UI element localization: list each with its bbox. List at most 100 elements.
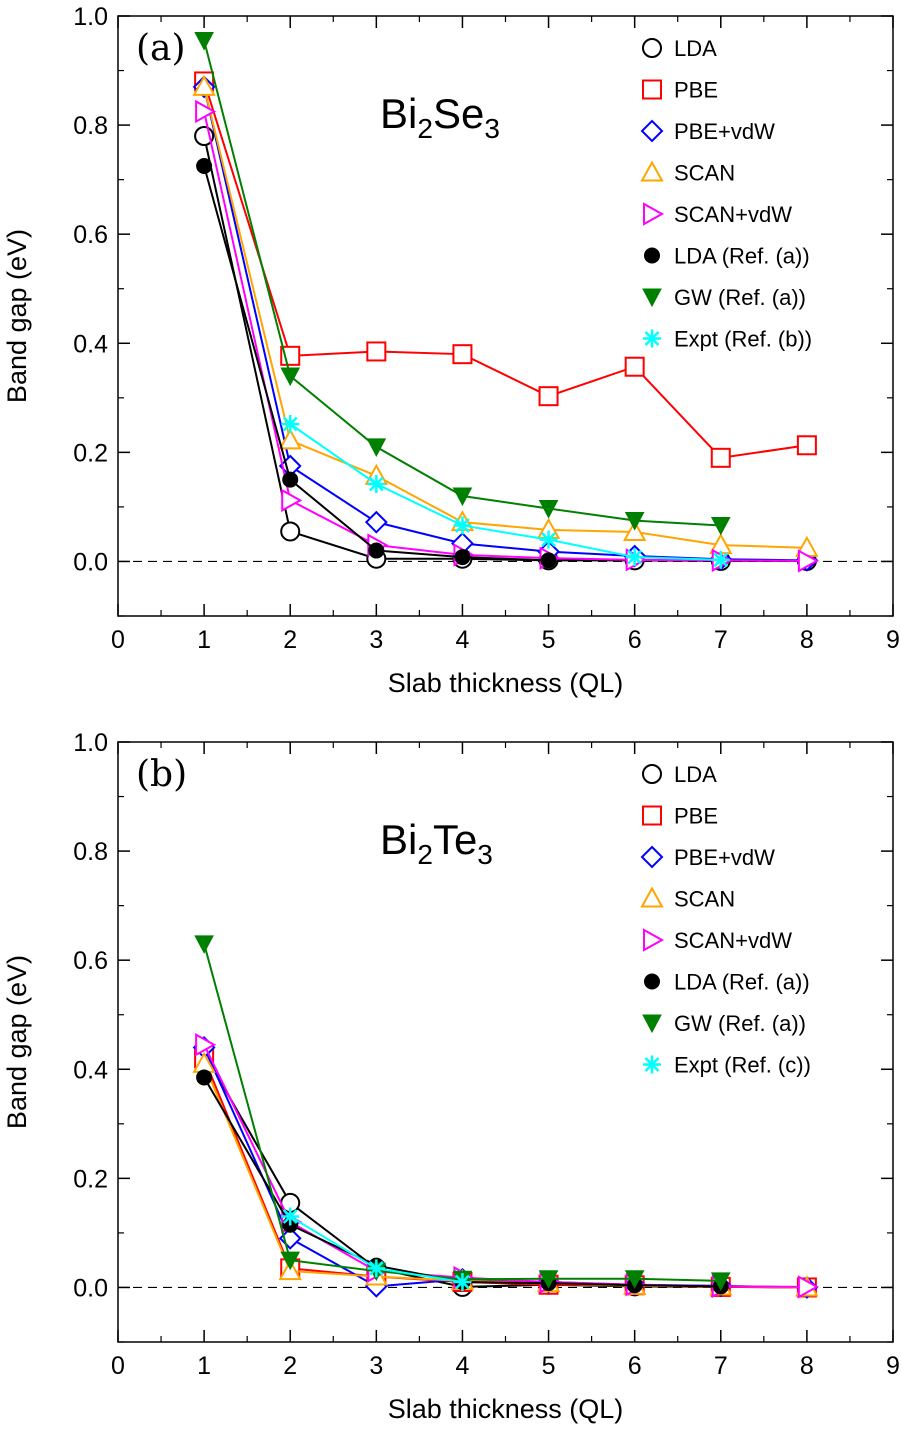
legend-marker: [642, 1014, 662, 1034]
y-tick-label: 0.4: [73, 1056, 108, 1084]
compound-element: Se: [433, 90, 484, 137]
data-point: [196, 158, 213, 174]
legend-marker: [643, 928, 665, 952]
series-line: [203, 81, 808, 459]
x-tick-label: 8: [800, 1352, 814, 1380]
data-point: [452, 344, 473, 365]
series-expt-ref-b: [281, 415, 730, 569]
x-tick-label: 0: [111, 626, 125, 654]
legend-label: SCAN+vdW: [674, 202, 792, 227]
data-point: [364, 510, 388, 534]
y-tick-label: 0.0: [73, 1274, 108, 1302]
data-point: [195, 99, 217, 124]
data-point: [278, 428, 302, 450]
legend-marker: [642, 79, 662, 100]
x-tick-label: 7: [714, 1352, 728, 1380]
series-line: [203, 1044, 807, 1288]
data-point: [453, 1273, 472, 1291]
y-tick-label: 0.6: [73, 221, 108, 249]
x-tick-label: 3: [369, 626, 383, 654]
data-point: [366, 341, 387, 362]
series-gw-ref-a: [194, 32, 731, 536]
data-point: [796, 435, 817, 456]
data-point: [367, 475, 386, 493]
x-tick-label: 1: [197, 626, 211, 654]
legend-marker: [640, 119, 664, 143]
data-point: [195, 1033, 217, 1057]
x-tick-label: 6: [628, 1352, 642, 1380]
data-point: [367, 1259, 386, 1278]
data-point: [281, 415, 300, 433]
chart-panel-a: 0 1 2 3 4 5 6 7 8 9 0.0 0.2 0.4 0.6 0.8 1.0 Slab thickne…: [2, 3, 900, 698]
x-axis-label: Slab thickness (QL): [388, 1394, 624, 1424]
series-expt-ref-c: [281, 1207, 472, 1291]
series-lda-ref-a: [196, 158, 557, 569]
x-tick-label: 5: [542, 1352, 556, 1380]
data-point: [368, 542, 385, 559]
legend-label: PBE+vdW: [674, 845, 775, 870]
panel-label: (a): [136, 28, 186, 69]
x-tick-label: 3: [369, 1352, 383, 1380]
x-tick-label: 9: [886, 1352, 900, 1380]
series-line: [203, 86, 807, 562]
legend-label: LDA: [674, 762, 717, 787]
legend-marker: [640, 845, 664, 869]
compound-label: Bi2Se3: [380, 90, 500, 144]
legend-label: PBE: [674, 78, 718, 103]
y-tick-label: 0.8: [73, 838, 108, 866]
data-point: [539, 530, 558, 549]
data-point: [538, 1270, 559, 1289]
data-point: [282, 471, 299, 488]
series-line: [203, 1047, 807, 1289]
series-line: [203, 86, 807, 549]
legend-label: GW (Ref. (a)): [674, 1011, 806, 1036]
x-tick-label: 2: [283, 626, 297, 654]
data-point: [281, 1207, 300, 1226]
x-tick-label: 4: [455, 626, 469, 654]
data-point: [280, 1251, 301, 1271]
compound-element: Bi: [380, 90, 417, 137]
plot-frame: [117, 741, 894, 1343]
x-tick-label: 1: [197, 1352, 211, 1380]
x-tick-label: 2: [283, 1352, 297, 1380]
data-point: [280, 367, 301, 387]
y-tick-label: 0.0: [73, 548, 108, 576]
legend-marker: [644, 973, 660, 990]
y-tick-label: 1.0: [73, 729, 108, 757]
x-axis-label: Slab thickness (QL): [388, 668, 624, 698]
panel-label: (b): [136, 754, 187, 795]
x-tick-label: 9: [886, 626, 900, 654]
legend: LDA PBE PBE+vdW SCAN SCAN+vdW LDA (Ref. (a)) G…: [640, 36, 812, 352]
data-point: [624, 1270, 645, 1289]
data-point: [281, 488, 303, 513]
legend-label: PBE: [674, 804, 718, 829]
legend-label: SCAN: [674, 887, 735, 912]
legend-marker: [640, 160, 664, 182]
legend-marker: [643, 1055, 661, 1074]
data-point: [452, 487, 473, 507]
legend-label: LDA (Ref. (a)): [674, 970, 810, 995]
legend-marker: [642, 805, 662, 826]
data-point: [194, 935, 214, 954]
compound-subscript: 3: [477, 839, 493, 870]
legend-marker: [642, 764, 662, 784]
legend-label: Expt (Ref. (b)): [674, 327, 812, 352]
data-point: [192, 74, 216, 96]
y-axis-label: Band gap (eV): [2, 955, 32, 1129]
legend-label: LDA: [674, 36, 717, 61]
data-point: [280, 521, 301, 542]
compound-element: Bi: [380, 816, 417, 863]
series-lda-ref-a: [196, 1069, 729, 1295]
y-tick-label: 0.2: [73, 439, 108, 467]
legend-marker: [643, 202, 665, 226]
legend-marker: [642, 38, 662, 58]
legend-label: SCAN+vdW: [674, 928, 792, 953]
legend-label: GW (Ref. (a)): [674, 285, 806, 310]
y-tick-label: 0.4: [73, 330, 108, 358]
data-point: [710, 1272, 731, 1291]
legend-marker: [642, 288, 662, 308]
compound-subscript: 3: [484, 113, 500, 144]
y-tick-label: 0.8: [73, 112, 108, 140]
x-tick-label: 4: [455, 1352, 469, 1380]
